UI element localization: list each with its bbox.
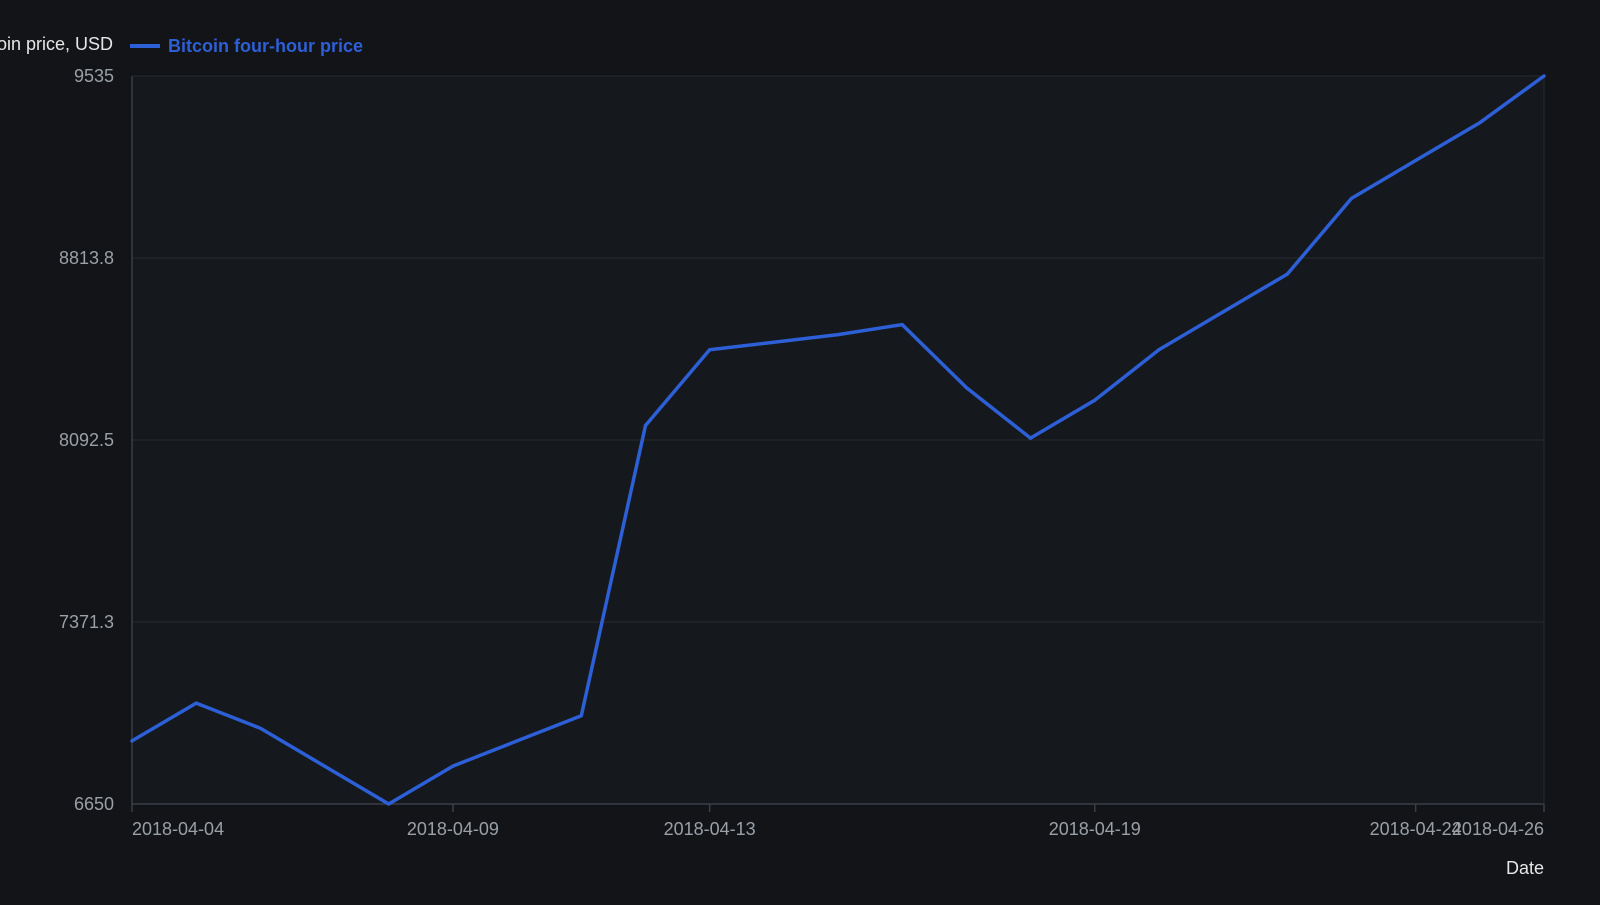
data-point [772,340,776,344]
data-point [708,348,712,352]
data-point [258,726,262,730]
data-point [836,333,840,337]
y-tick-label: 8813.8 [59,248,114,268]
data-point [1028,436,1033,440]
y-tick-labels: 6650 7371.3 8092.5 8813.8 9535 [59,66,114,814]
y-axis-label: Bitcoin price, USD [0,34,113,54]
y-tick-label: 6650 [74,794,114,814]
x-tick-label: 2018-04-26 [1452,819,1544,839]
data-point [1414,158,1418,163]
series-lines [130,74,1546,806]
data-point [964,386,968,390]
x-axis-label: Date [1506,858,1544,878]
x-tick-label: 2018-04-19 [1049,819,1141,839]
y-tick-label: 8092.5 [59,430,114,450]
data-point [322,764,327,768]
data-point [1157,348,1161,352]
y-tick-label: 7371.3 [59,612,114,632]
data-point [1478,121,1482,125]
data-point [579,714,583,718]
data-point [451,764,455,768]
data-point [1093,398,1097,402]
data-point [194,701,198,705]
x-tick-label: 2018-04-09 [407,819,499,839]
data-point [1349,196,1354,200]
x-tick-label: 2018-04-04 [132,819,224,839]
y-tick-label: 9535 [74,66,114,86]
data-point [1285,272,1289,276]
legend-label: Bitcoin four-hour price [168,36,363,56]
axes [131,75,1545,805]
data-point [130,739,134,743]
data-point [1221,310,1225,314]
data-point [387,802,391,806]
x-tick-label: 2018-04-24 [1370,819,1462,839]
x-tick-label: 2018-04-13 [664,819,756,839]
legend[interactable]: Bitcoin four-hour price [130,36,363,56]
data-point [515,739,519,743]
x-tick-labels: 2018-04-04 2018-04-09 2018-04-13 2018-04-19… [131,804,1545,839]
data-point [900,322,904,327]
data-point [643,423,648,428]
data-point [1542,74,1546,78]
